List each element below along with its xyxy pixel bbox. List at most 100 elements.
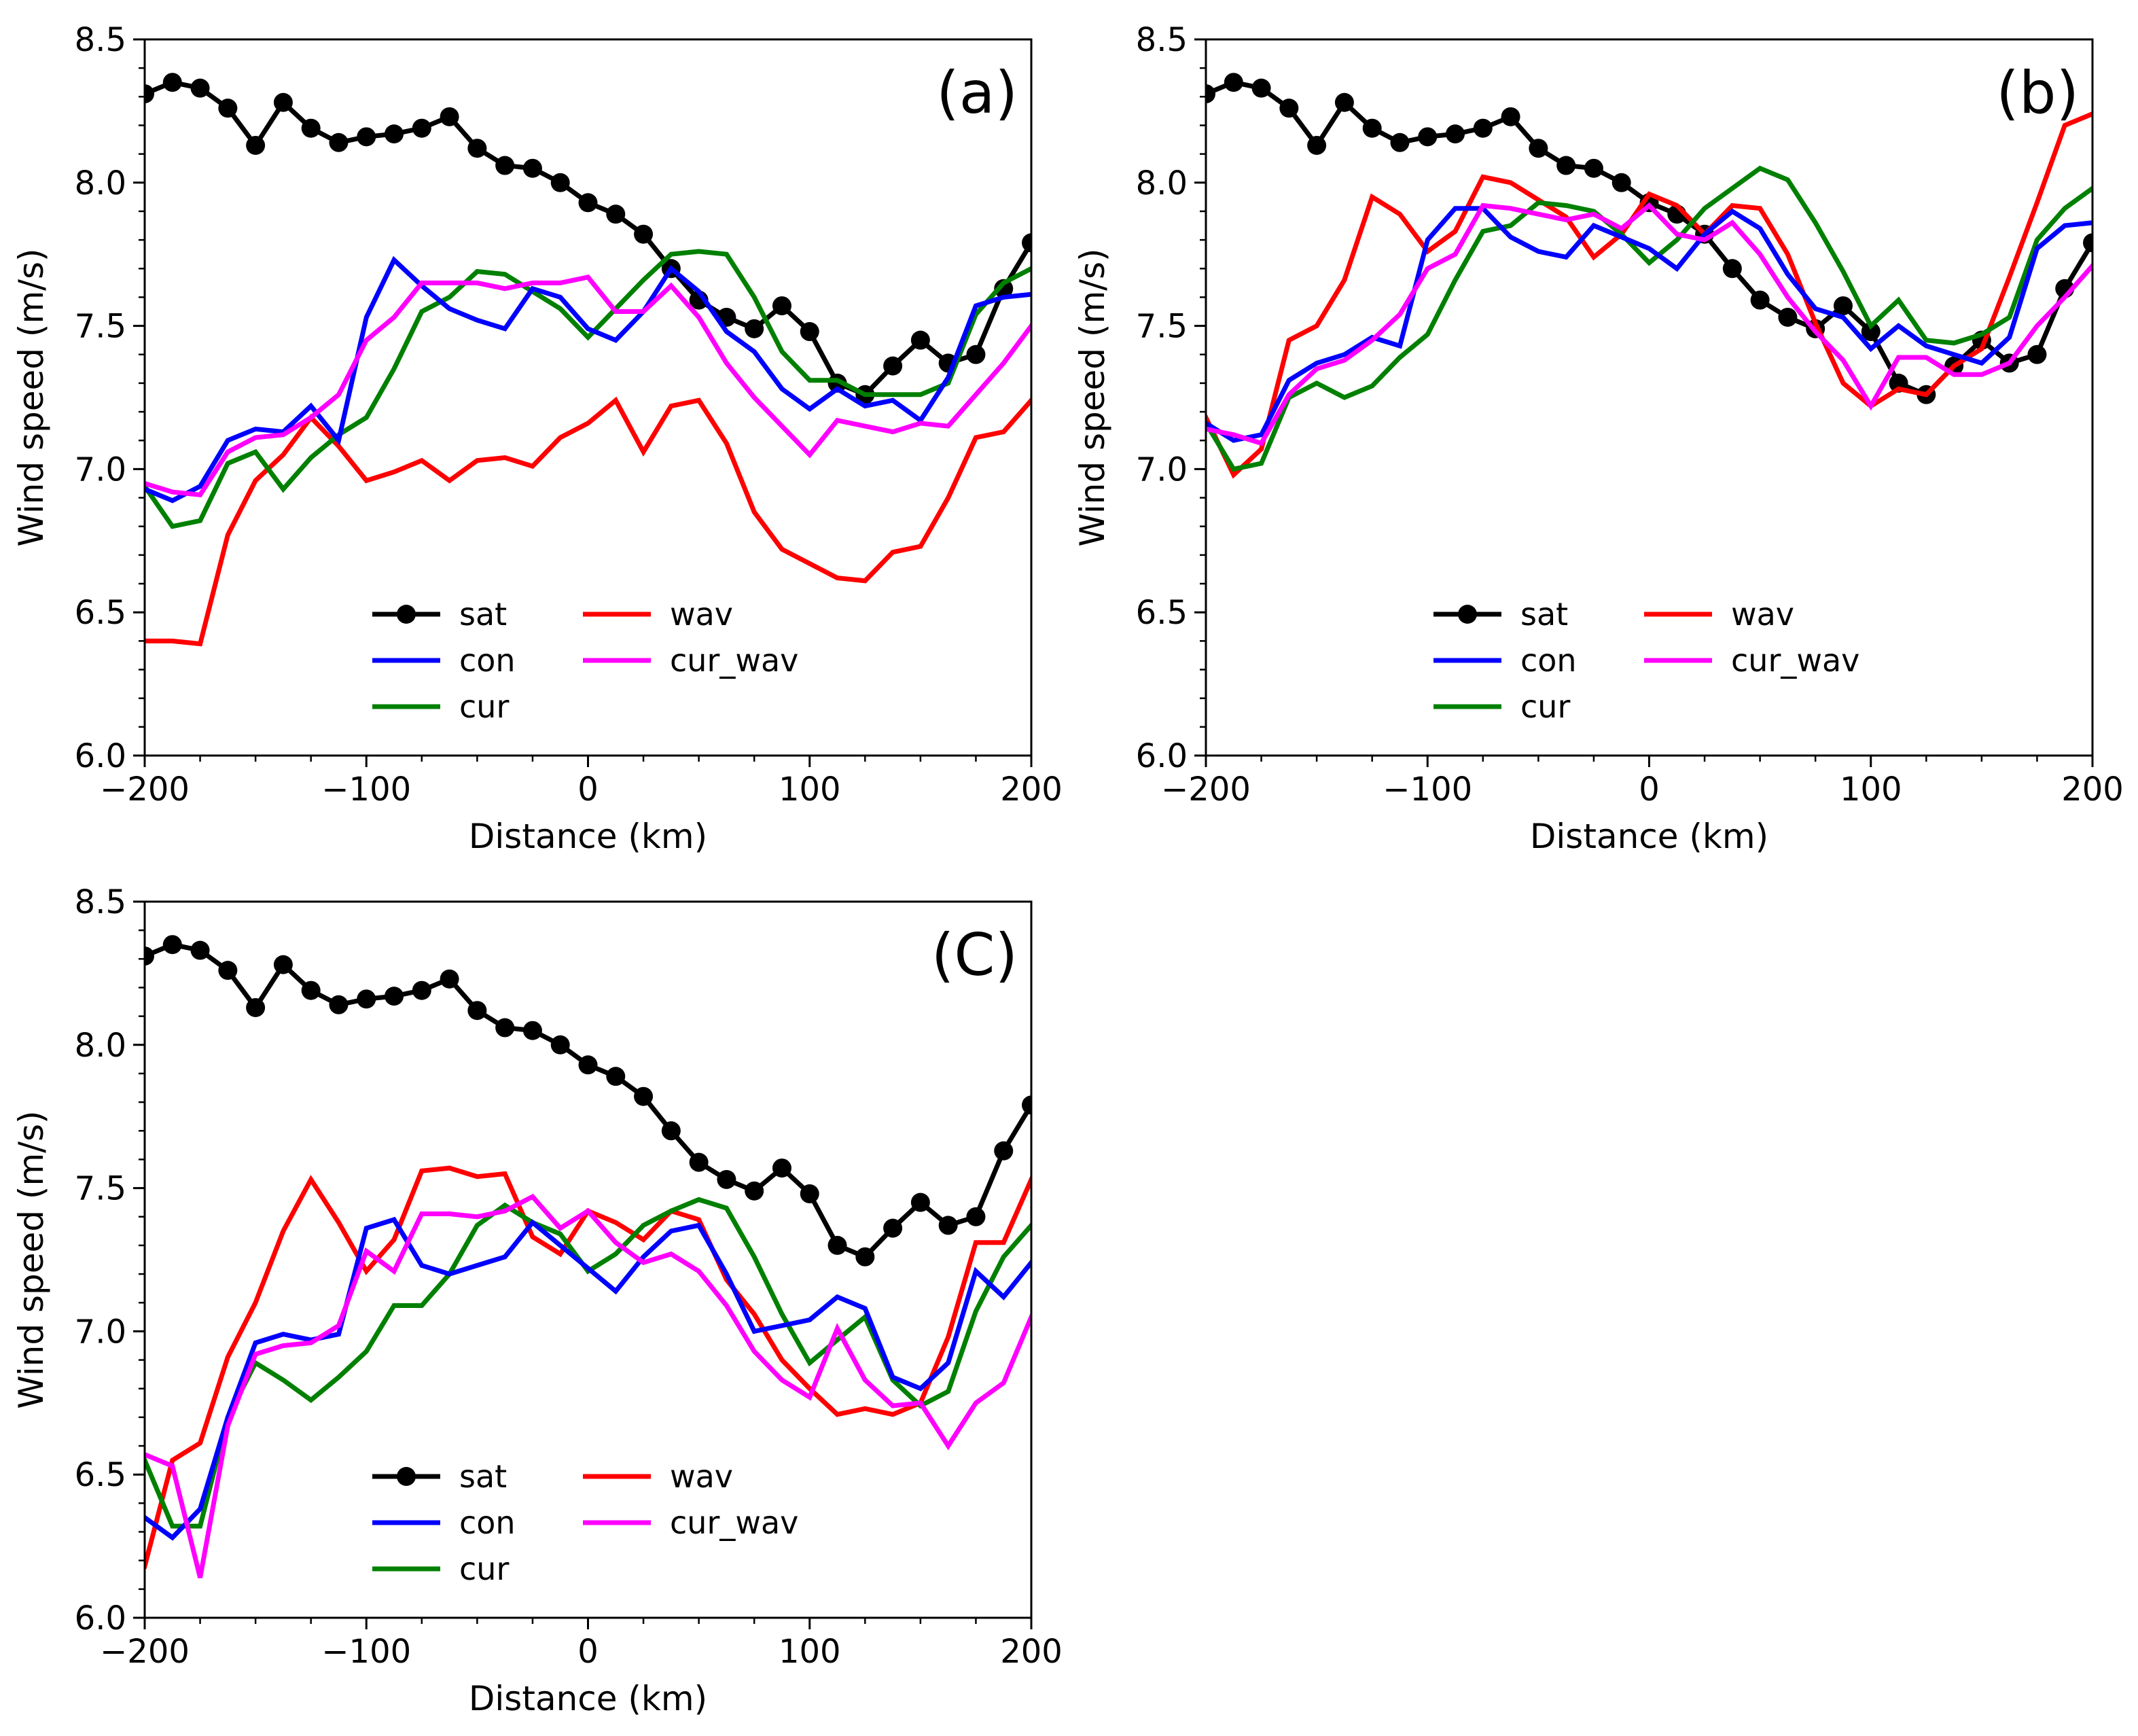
series-point-sat	[966, 344, 986, 364]
series-point-sat	[162, 935, 182, 955]
series-point-sat	[578, 193, 598, 213]
legend-item-cur: cur	[372, 688, 509, 725]
series-point-sat	[745, 319, 764, 338]
series-point-sat	[1224, 73, 1243, 92]
series-point-sat	[883, 1218, 903, 1238]
series-point-sat	[273, 955, 293, 974]
series-point-sat	[1778, 307, 1798, 327]
legend-item-cur: cur	[372, 1551, 509, 1587]
series-point-sat	[1307, 135, 1327, 155]
panel-b: −200 −100 0 100 200 6.0 6.5 7.0 7.5 8.0 8.5 Distanc…	[1073, 21, 2124, 856]
series-point-sat	[883, 356, 903, 376]
series-point-sat	[1362, 118, 1382, 138]
series-point-sat	[606, 205, 626, 224]
series-point-sat	[550, 1035, 570, 1055]
series-point-sat	[1418, 127, 1438, 147]
series-point-sat	[522, 1021, 542, 1040]
series-point-sat	[190, 940, 210, 960]
y-axis-label: Wind speed (m/s)	[12, 1110, 51, 1409]
series-point-sat	[1446, 124, 1465, 144]
series-line-con	[1206, 206, 2092, 443]
y-tick-label: 7.5	[75, 308, 126, 346]
x-tick-label: 0	[577, 770, 599, 809]
x-tick-label: 100	[779, 770, 841, 809]
axes-frame	[1205, 38, 2094, 757]
series-point-sat	[301, 118, 321, 138]
series-line-wav	[1206, 111, 2092, 479]
series-point-sat	[246, 135, 266, 155]
series-point-sat	[440, 107, 459, 126]
y-tick-label: 6.5	[75, 1456, 126, 1494]
series-point-sat	[745, 1181, 764, 1201]
series-point-sat	[357, 989, 376, 1009]
legend-marker-sat	[397, 605, 416, 624]
legend-label-sat: sat	[459, 1458, 507, 1495]
series-point-sat	[2027, 344, 2047, 364]
series-line-wav	[145, 396, 1031, 647]
series-line-con	[145, 1216, 1031, 1541]
legend-item-wav: wav	[583, 596, 733, 633]
y-tick-label: 7.5	[75, 1170, 126, 1208]
series-point-sat	[1861, 322, 1881, 342]
legend-label-sat: sat	[1520, 596, 1568, 633]
y-tick-label: 6.0	[75, 737, 126, 775]
series-point-sat	[1611, 173, 1631, 192]
series-point-sat	[772, 296, 791, 316]
panel-label: (C)	[931, 921, 1018, 989]
plot-area	[145, 935, 1031, 1578]
series-point-sat	[329, 995, 349, 1014]
x-axis-label: Distance (km)	[469, 1679, 707, 1718]
y-tick-label: 6.0	[1136, 737, 1188, 775]
series-point-sat	[1750, 290, 1770, 310]
legend-label-sat: sat	[459, 596, 507, 633]
legend-item-cur_wav: cur_wav	[583, 642, 798, 679]
axes-frame	[143, 900, 1033, 1619]
series-point-sat	[1556, 156, 1576, 175]
legend-label-cur: cur	[459, 1551, 509, 1587]
series-point-sat	[966, 1207, 986, 1226]
series-point-sat	[1279, 99, 1299, 118]
legend-item-cur: cur	[1433, 688, 1570, 725]
series-point-sat	[550, 173, 570, 192]
series-point-sat	[412, 980, 431, 1000]
x-tick-label: −100	[1383, 770, 1472, 809]
y-tick-label: 7.5	[1136, 308, 1188, 346]
legend-label-cur: cur	[459, 688, 509, 725]
x-tick-label: 200	[1000, 1633, 1063, 1671]
series-line-cur	[1206, 165, 2092, 472]
legend-item-sat: sat	[372, 596, 507, 633]
series-point-sat	[246, 997, 266, 1017]
series-point-sat	[162, 73, 182, 92]
legend-label-cur: cur	[1520, 688, 1570, 725]
series-point-sat	[329, 132, 349, 152]
series-point-sat	[467, 139, 487, 158]
series-point-sat	[800, 1184, 819, 1204]
legend: sat con cur wav cur_wav	[1433, 596, 1859, 725]
y-tick-label: 6.0	[75, 1599, 126, 1637]
legend-marker-sat	[397, 1467, 416, 1486]
panel-label: (b)	[1996, 59, 2079, 127]
series-line-sat	[145, 79, 1031, 397]
series-point-sat	[1206, 84, 1215, 104]
legend-item-cur_wav: cur_wav	[583, 1504, 798, 1541]
series-point-sat	[1022, 233, 1031, 253]
panel-label: (a)	[936, 59, 1018, 127]
legend: sat con cur wav cur_wav	[372, 1458, 798, 1587]
y-tick-label: 8.0	[1136, 164, 1188, 202]
plot-area	[1206, 73, 2092, 479]
y-tick-label: 8.0	[75, 164, 126, 202]
legend-marker-sat	[1458, 605, 1477, 624]
legend-item-con: con	[372, 1504, 516, 1541]
legend-label-con: con	[459, 1504, 516, 1541]
legend-label-wav: wav	[670, 1458, 733, 1495]
series-point-sat	[218, 961, 238, 980]
series-point-sat	[190, 78, 210, 98]
series-point-sat	[634, 224, 654, 244]
series-point-sat	[994, 279, 1014, 298]
series-point-sat	[689, 1152, 709, 1172]
x-tick-label: −200	[100, 770, 190, 809]
legend-label-cur_wav: cur_wav	[1731, 642, 1859, 679]
series-point-sat	[218, 99, 238, 118]
series-point-sat	[522, 158, 542, 178]
